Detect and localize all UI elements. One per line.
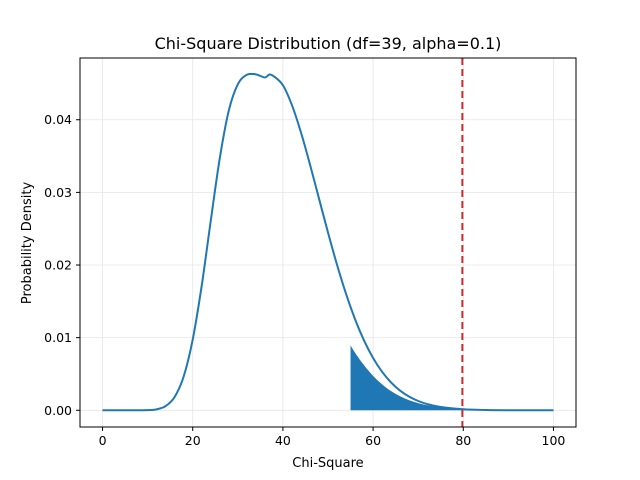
y-tick-label: 0.00 [44,403,72,418]
grid-layer [80,58,576,427]
y-tick-label: 0.04 [44,112,72,127]
x-tick-label: 100 [542,433,566,448]
x-tick-label: 20 [185,433,201,448]
plot-background [80,58,576,427]
y-tick-label: 0.01 [44,330,72,345]
rejection-region-area [350,345,554,411]
tick-layer: 0 20 40 60 80 100 0.00 0.01 0.02 0.03 0.04 [44,112,565,448]
y-tick-label: 0.03 [44,185,72,200]
y-tick-label: 0.02 [44,258,72,273]
x-tick-label: 0 [99,433,107,448]
chart-title: Chi-Square Distribution (df=39, alpha=0.… [155,34,502,53]
x-tick-label: 80 [455,433,471,448]
series-layer [102,58,554,427]
plot-frame [79,57,577,428]
density-curve [102,72,554,412]
y-axis-label: Probability Density [20,182,35,305]
x-axis-label: Chi-Square [292,456,363,471]
x-tick-label: 40 [275,433,291,448]
x-tick-label: 60 [365,433,381,448]
